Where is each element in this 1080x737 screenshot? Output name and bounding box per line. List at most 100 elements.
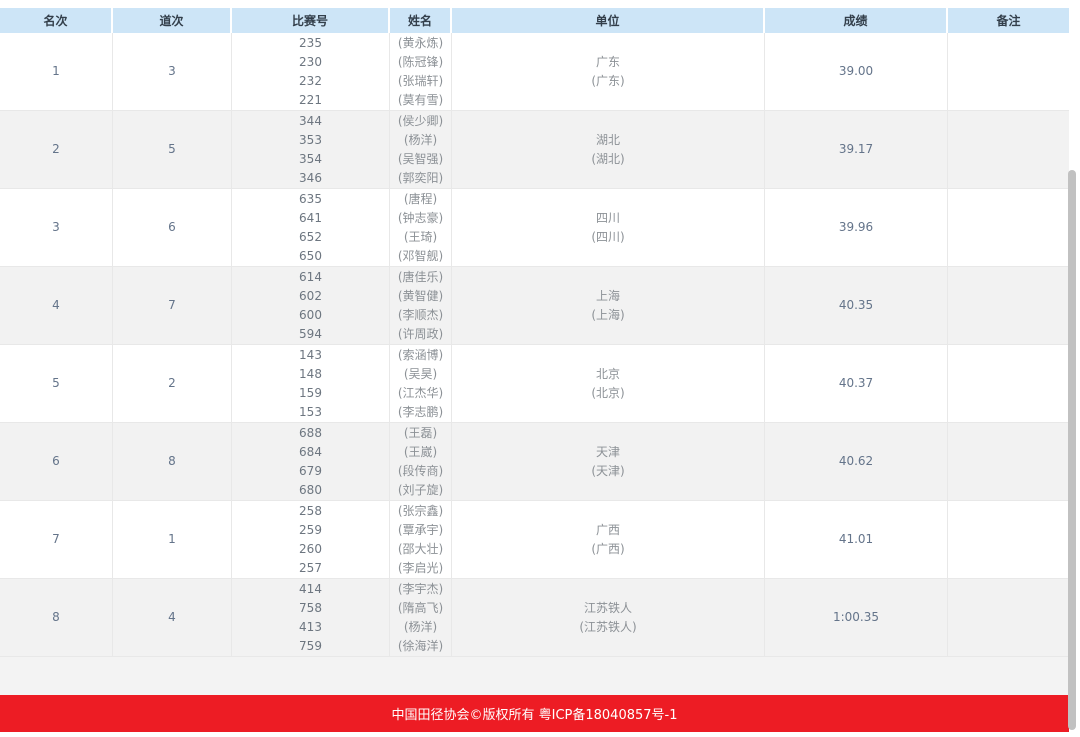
- name-cell: (侯少卿) (杨洋) (吴智强) (郭奕阳): [390, 111, 452, 188]
- rank-cell: 4: [0, 267, 113, 344]
- result-cell: 39.00: [765, 33, 948, 110]
- athlete-name: (张宗鑫): [397, 503, 444, 518]
- result-value: 39.17: [838, 142, 874, 156]
- athlete-name: (王琦): [403, 229, 438, 244]
- bib-number: 414: [299, 581, 322, 596]
- bib-number: 230: [299, 54, 322, 69]
- table-row: 2 5 344 353 354 346 (侯少卿) (杨洋) (吴智强) (郭奕阳) 湖北 (湖北) 3…: [0, 111, 1069, 189]
- rank-cell: 7: [0, 501, 113, 578]
- team-name: 湖北: [595, 132, 620, 147]
- result-value: 40.62: [838, 454, 874, 468]
- athlete-name: (郭奕阳): [397, 170, 444, 185]
- rank-cell: 2: [0, 111, 113, 188]
- athlete-name: (吴昊): [403, 366, 438, 381]
- team-name: 四川: [595, 210, 620, 225]
- result-value: 39.00: [838, 64, 874, 78]
- bib-cell: 688 684 679 680: [232, 423, 390, 500]
- athlete-name: (陈冠锋): [397, 54, 444, 69]
- rank-value: 2: [52, 142, 60, 156]
- name-cell: (张宗鑫) (覃承宇) (邵大壮) (李启光): [390, 501, 452, 578]
- athlete-name: (李启光): [397, 560, 444, 575]
- athlete-name: (杨洋): [403, 132, 438, 147]
- bib-cell: 143 148 159 153: [232, 345, 390, 422]
- athlete-name: (唐程): [403, 191, 438, 206]
- rank-value: 3: [52, 220, 60, 234]
- bib-number: 602: [299, 288, 322, 303]
- team-name-paren: (江苏铁人): [579, 619, 637, 634]
- team-cell: 广东 (广东): [452, 33, 765, 110]
- remark-cell: [948, 423, 1069, 500]
- name-cell: (黄永炼) (陈冠锋) (张瑞轩) (莫有雪): [390, 33, 452, 110]
- team-name: 北京: [595, 366, 620, 381]
- bib-number: 635: [299, 191, 322, 206]
- bib-cell: 414 758 413 759: [232, 579, 390, 656]
- team-cell: 江苏铁人 (江苏铁人): [452, 579, 765, 656]
- bib-number: 260: [299, 541, 322, 556]
- result-cell: 41.01: [765, 501, 948, 578]
- bib-number: 652: [299, 229, 322, 244]
- athlete-name: (莫有雪): [397, 92, 444, 107]
- rank-value: 6: [52, 454, 60, 468]
- lane-cell: 7: [113, 267, 232, 344]
- team-cell: 上海 (上海): [452, 267, 765, 344]
- bib-number: 159: [299, 385, 322, 400]
- bib-cell: 344 353 354 346: [232, 111, 390, 188]
- bib-number: 641: [299, 210, 322, 225]
- team-cell: 北京 (北京): [452, 345, 765, 422]
- column-header-team: 单位: [452, 8, 765, 33]
- lane-value: 5: [168, 142, 176, 156]
- scrollbar-thumb[interactable]: [1068, 170, 1076, 730]
- name-cell: (索涵博) (吴昊) (江杰华) (李志鹏): [390, 345, 452, 422]
- team-name: 江苏铁人: [583, 600, 632, 615]
- lane-value: 8: [168, 454, 176, 468]
- lane-value: 2: [168, 376, 176, 390]
- name-cell: (唐程) (钟志豪) (王琦) (邓智舰): [390, 189, 452, 266]
- remark-cell: [948, 345, 1069, 422]
- result-cell: 39.96: [765, 189, 948, 266]
- athlete-name: (张瑞轩): [397, 73, 444, 88]
- bib-number: 353: [299, 132, 322, 147]
- lane-cell: 5: [113, 111, 232, 188]
- remark-cell: [948, 189, 1069, 266]
- athlete-name: (许周政): [397, 326, 444, 341]
- athlete-name: (邵大壮): [397, 541, 444, 556]
- result-cell: 40.35: [765, 267, 948, 344]
- lane-value: 1: [168, 532, 176, 546]
- team-cell: 天津 (天津): [452, 423, 765, 500]
- team-name-paren: (四川): [591, 229, 625, 244]
- remark-cell: [948, 579, 1069, 656]
- rank-cell: 5: [0, 345, 113, 422]
- rank-value: 5: [52, 376, 60, 390]
- athlete-name: (吴智强): [397, 151, 444, 166]
- bib-number: 232: [299, 73, 322, 88]
- bib-number: 153: [299, 404, 322, 419]
- bib-number: 143: [299, 347, 322, 362]
- team-name: 上海: [595, 288, 620, 303]
- result-value: 41.01: [838, 532, 874, 546]
- name-cell: (唐佳乐) (黄智健) (李顺杰) (许周政): [390, 267, 452, 344]
- column-header-lane: 道次: [113, 8, 232, 33]
- bib-number: 594: [299, 326, 322, 341]
- bib-number: 679: [299, 463, 322, 478]
- athlete-name: (杨洋): [403, 619, 438, 634]
- table-row: 7 1 258 259 260 257 (张宗鑫) (覃承宇) (邵大壮) (李启光) 广西 (广西)…: [0, 501, 1069, 579]
- lane-cell: 3: [113, 33, 232, 110]
- remark-cell: [948, 501, 1069, 578]
- athlete-name: (王磊): [403, 425, 438, 440]
- rank-cell: 1: [0, 33, 113, 110]
- table-row: 6 8 688 684 679 680 (王磊) (王崴) (段传商) (刘子旋) 天津 (天津) 40…: [0, 423, 1069, 501]
- bib-number: 257: [299, 560, 322, 575]
- table-row: 3 6 635 641 652 650 (唐程) (钟志豪) (王琦) (邓智舰) 四川 (四川) 39…: [0, 189, 1069, 267]
- bib-number: 758: [299, 600, 322, 615]
- remark-cell: [948, 267, 1069, 344]
- bib-number: 148: [299, 366, 322, 381]
- bottom-gap: [0, 657, 1069, 695]
- table-header-row: 名次 道次 比赛号 姓名 单位 成绩 备注: [0, 8, 1069, 33]
- bib-number: 258: [299, 503, 322, 518]
- team-name-paren: (湖北): [591, 151, 625, 166]
- bib-number: 346: [299, 170, 322, 185]
- result-value: 39.96: [838, 220, 874, 234]
- team-name-paren: (广东): [591, 73, 625, 88]
- lane-value: 3: [168, 64, 176, 78]
- bib-cell: 235 230 232 221: [232, 33, 390, 110]
